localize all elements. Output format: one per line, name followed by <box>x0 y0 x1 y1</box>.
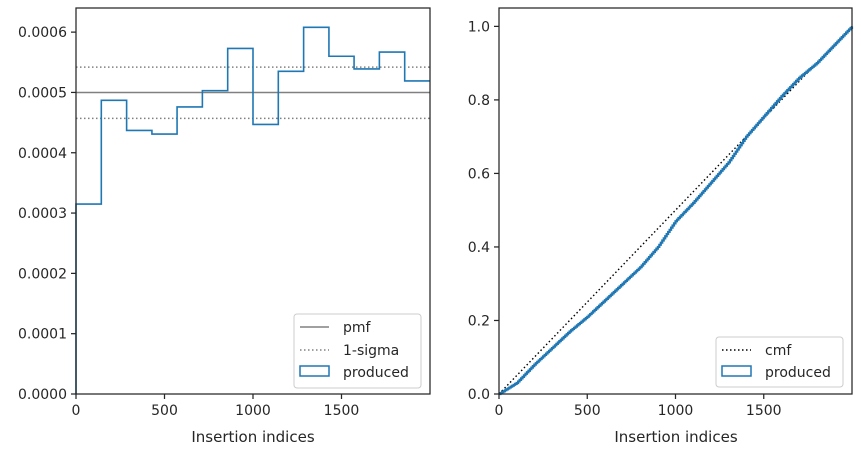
y-tick-label: 0.0006 <box>18 25 67 41</box>
x-tick-label: 0 <box>495 403 504 419</box>
right-cumulative-marks <box>498 25 854 396</box>
y-tick-label: 0.0004 <box>18 146 67 162</box>
left-y-ticks: 0.0000 0.0001 0.0002 0.0003 0.0004 0.0005 0.00… <box>18 25 76 403</box>
x-tick-label: 500 <box>574 403 601 419</box>
cmf-line <box>498 25 853 395</box>
y-tick-label: 1.0 <box>468 19 490 35</box>
right-legend-box <box>715 336 844 388</box>
x-tick-label: 1000 <box>235 403 271 419</box>
x-tick-label: 1500 <box>746 403 782 419</box>
y-tick-label: 0.0 <box>468 387 490 403</box>
y-tick-label: 0.0001 <box>18 327 67 343</box>
x-tick-label: 500 <box>151 403 178 419</box>
y-tick-label: 0.8 <box>468 93 490 109</box>
right-panel: 0 500 1000 1500 0.0 0.2 0.4 0.6 0.8 1.0 Insertio… <box>468 7 854 446</box>
legend-produced-label-right: produced <box>765 365 831 381</box>
right-y-ticks: 0.0 0.2 0.4 0.6 0.8 1.0 <box>468 19 499 403</box>
right-x-axis-label: Insertion indices <box>614 428 737 446</box>
left-x-ticks: 0 500 1000 1500 <box>72 394 360 419</box>
y-tick-label: 0.0005 <box>18 85 67 101</box>
legend-produced-swatch <box>299 365 330 377</box>
produced-cumulative-line <box>499 26 854 396</box>
legend-cmf-label: cmf <box>765 343 792 359</box>
y-tick-label: 0.2 <box>468 313 490 329</box>
left-legend-box <box>293 313 422 389</box>
right-plot-frame <box>498 7 853 395</box>
x-tick-label: 1500 <box>324 403 360 419</box>
left-histogram-marks <box>75 26 430 394</box>
left-plot-frame <box>75 7 431 395</box>
y-tick-label: 0.4 <box>468 240 490 256</box>
y-tick-label: 0.0002 <box>18 266 67 282</box>
left-legend: pmf 1-sigma produced <box>293 313 422 389</box>
produced-histogram-step <box>75 26 430 394</box>
legend-produced-label: produced <box>343 365 409 381</box>
x-tick-label: 0 <box>72 403 81 419</box>
legend-produced-swatch-right <box>721 365 752 377</box>
left-panel: 0 500 1000 1500 0.00000.00010.00020.00030.0… <box>18 7 431 446</box>
x-tick-label: 1000 <box>658 403 694 419</box>
y-tick-label: 0.0000 <box>18 387 67 403</box>
y-tick-label: 0.0003 <box>18 206 67 222</box>
left-x-axis-label: Insertion indices <box>191 428 314 446</box>
right-legend: cmf produced <box>715 336 844 388</box>
legend-1-sigma-label: 1-sigma <box>343 343 399 359</box>
legend-pmf-label: pmf <box>343 320 372 336</box>
right-x-ticks: 0 500 1000 1500 <box>495 394 782 419</box>
y-tick-label: 0.6 <box>468 166 490 182</box>
